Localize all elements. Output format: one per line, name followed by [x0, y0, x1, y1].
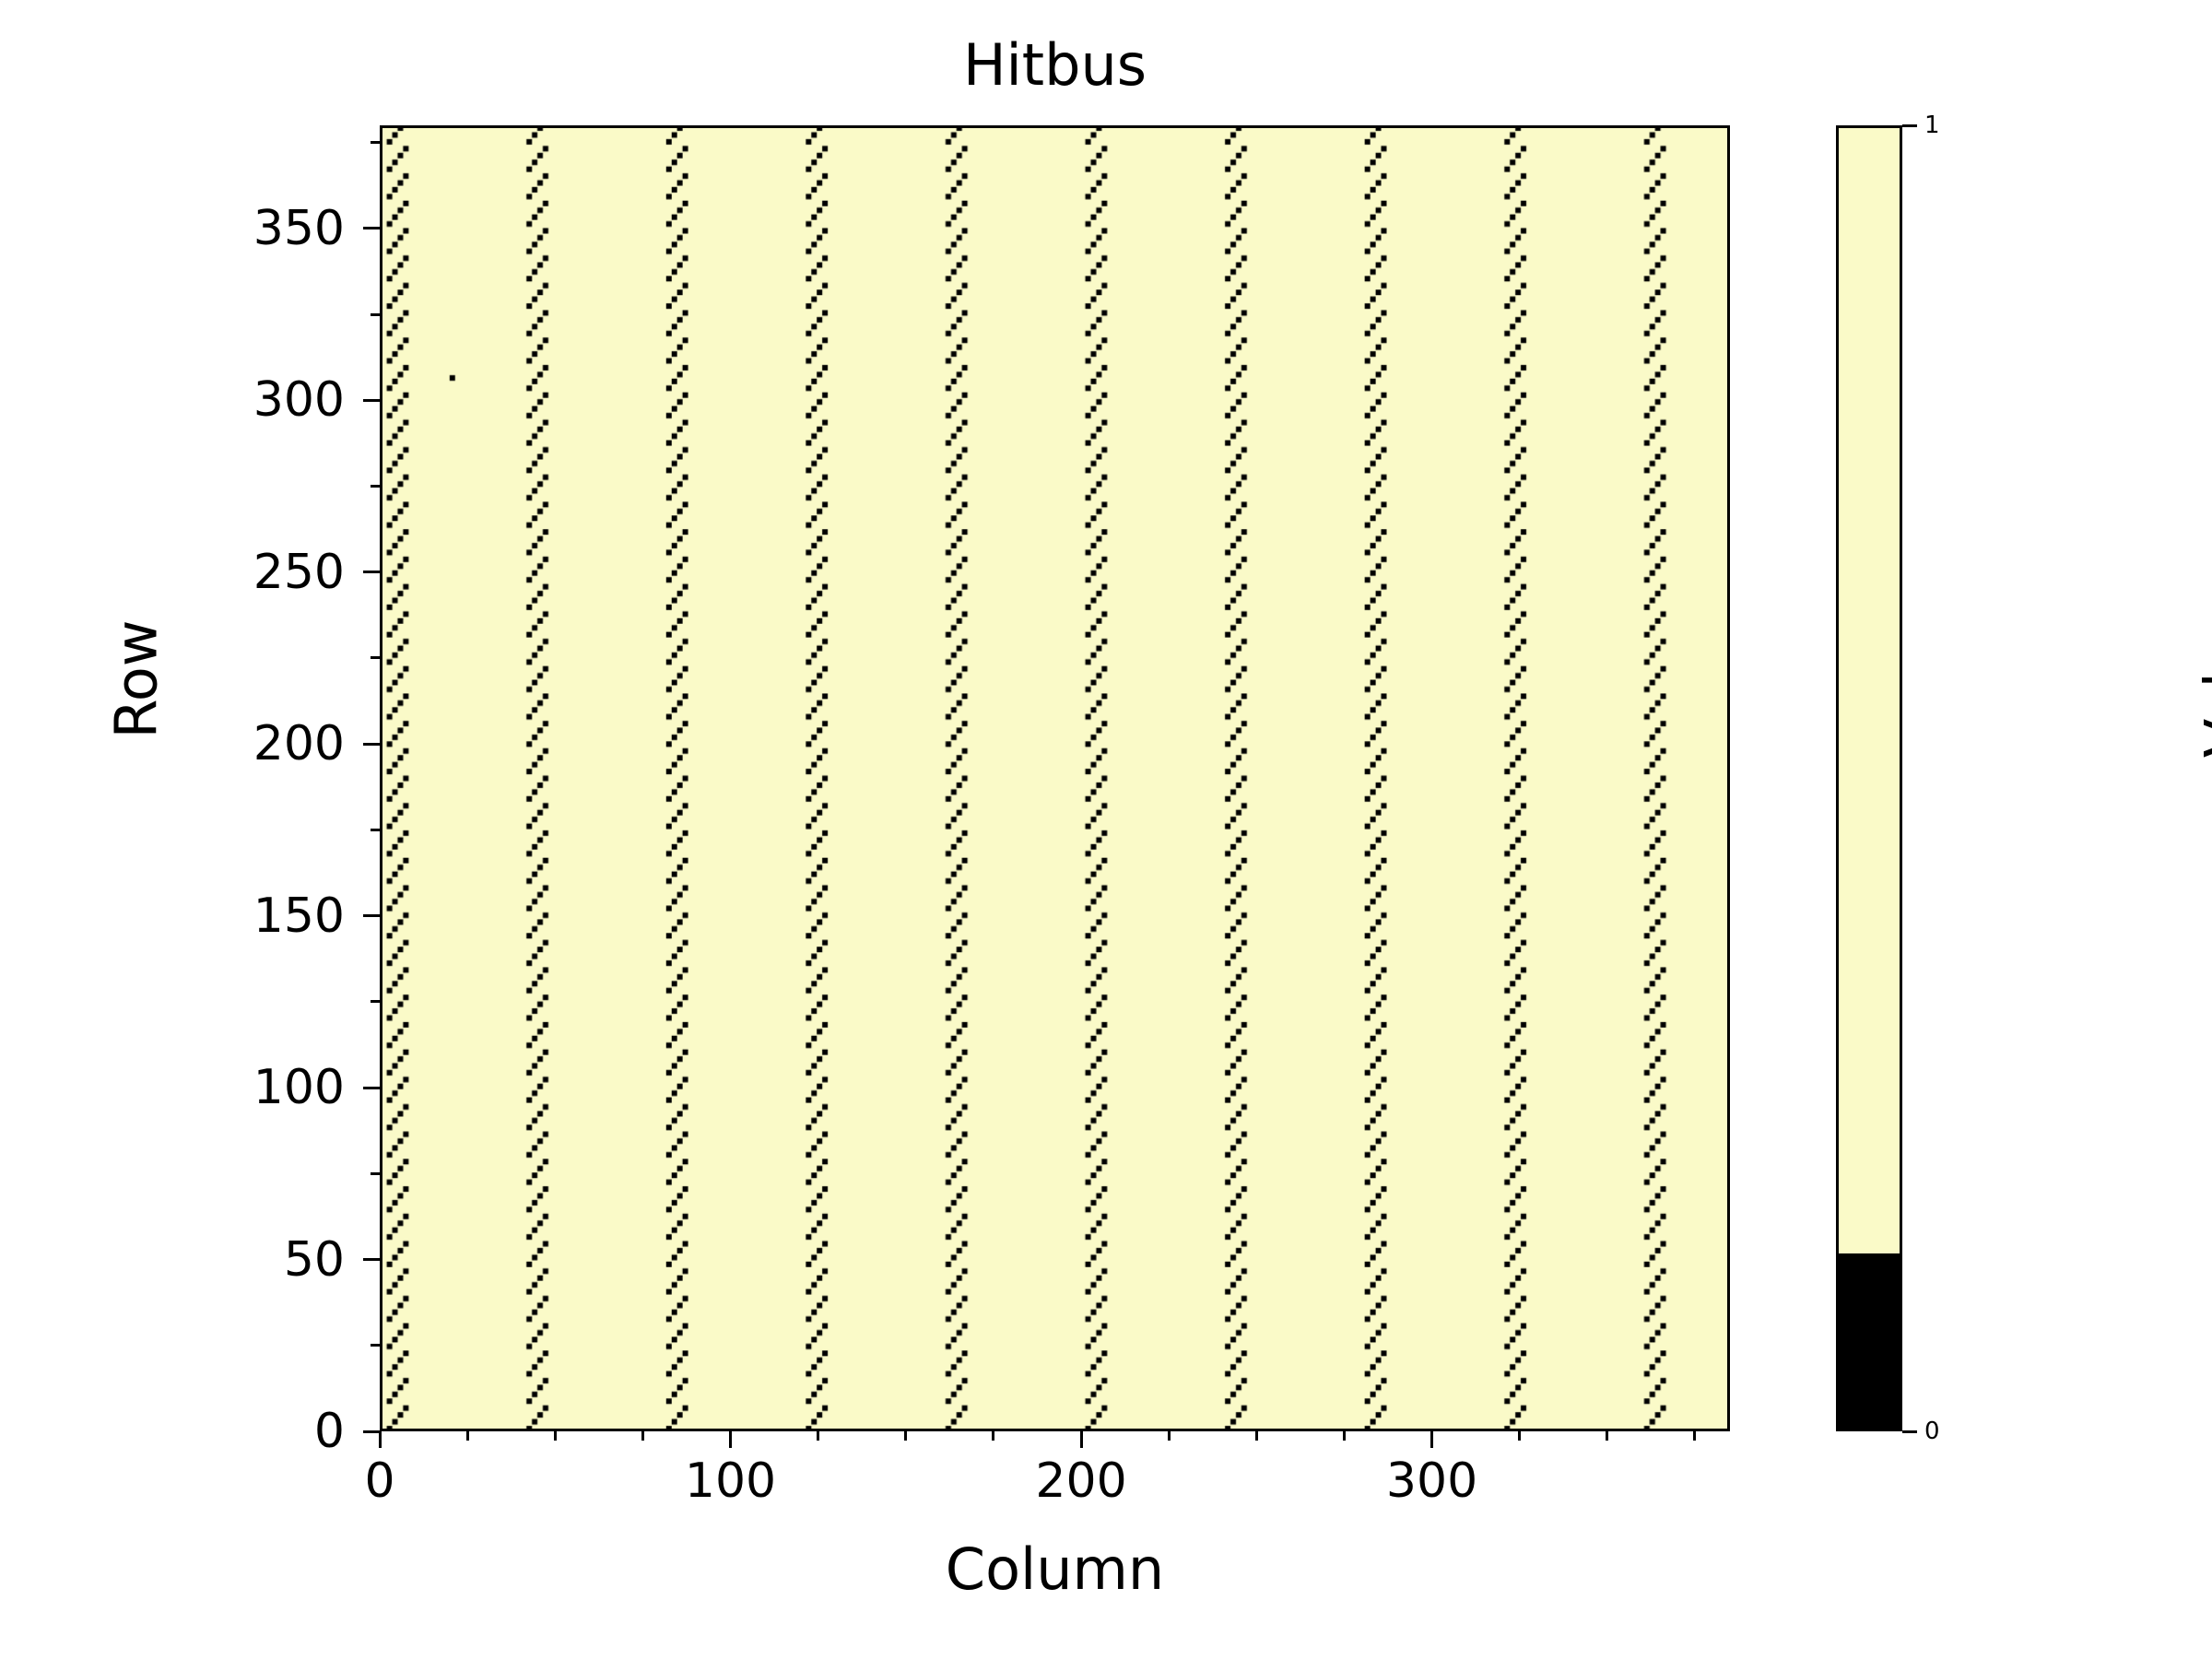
y-tick-minor	[371, 656, 380, 660]
x-tick-major	[729, 1431, 733, 1448]
x-axis-label: Column	[945, 1535, 1165, 1603]
x-tick-minor	[1518, 1431, 1522, 1441]
colorbar-tick-label: 0	[1924, 1418, 1940, 1445]
y-tick-minor	[371, 1344, 380, 1347]
heatmap-axes[interactable]	[380, 125, 1730, 1431]
y-tick-major	[363, 1258, 380, 1262]
y-tick-label: 200	[253, 716, 345, 772]
y-tick-major	[363, 1086, 380, 1089]
y-tick-label: 50	[283, 1231, 345, 1288]
x-tick-minor	[553, 1431, 557, 1441]
colorbar-low-segment	[1839, 1253, 1900, 1429]
colorbar-label: Value	[2192, 600, 2212, 759]
y-tick-major	[363, 1430, 380, 1433]
y-tick-label: 150	[253, 888, 345, 944]
colorbar-tick-label: 1	[1924, 112, 1940, 139]
x-tick-major	[1430, 1431, 1434, 1448]
y-tick-label: 300	[253, 372, 345, 429]
y-tick-major	[363, 398, 380, 402]
x-tick-minor	[641, 1431, 644, 1441]
y-tick-major	[363, 914, 380, 918]
y-tick-major	[363, 742, 380, 746]
y-axis-label: Row	[102, 619, 171, 739]
page-title: Hitbus	[962, 31, 1147, 99]
x-tick-minor	[1693, 1431, 1697, 1441]
x-tick-major	[378, 1431, 382, 1448]
colorbar-tick	[1902, 124, 1917, 127]
x-tick-minor	[1254, 1431, 1258, 1441]
y-tick-minor	[371, 1000, 380, 1004]
y-tick-major	[363, 227, 380, 230]
x-tick-minor	[1342, 1431, 1346, 1441]
heatmap-image	[382, 128, 1727, 1429]
y-tick-minor	[371, 312, 380, 316]
y-tick-label: 350	[253, 200, 345, 256]
y-tick-minor	[371, 1171, 380, 1175]
y-tick-label: 0	[313, 1404, 345, 1459]
y-tick-major	[363, 571, 380, 574]
colorbar[interactable]	[1836, 125, 1902, 1431]
y-tick-minor	[371, 828, 380, 831]
y-tick-minor	[371, 485, 380, 488]
colorbar-tick	[1902, 1430, 1917, 1433]
x-tick-minor	[1606, 1431, 1609, 1441]
x-tick-label: 200	[1035, 1453, 1127, 1509]
x-tick-minor	[904, 1431, 908, 1441]
y-tick-minor	[371, 141, 380, 145]
y-tick-label: 100	[253, 1060, 345, 1116]
x-tick-minor	[992, 1431, 995, 1441]
x-tick-minor	[817, 1431, 820, 1441]
x-tick-label: 300	[1385, 1453, 1478, 1509]
x-tick-major	[1079, 1431, 1083, 1448]
x-tick-label: 100	[684, 1453, 777, 1509]
y-tick-label: 250	[253, 544, 345, 600]
x-tick-label: 0	[364, 1453, 395, 1509]
x-tick-minor	[1167, 1431, 1171, 1441]
x-tick-minor	[465, 1431, 469, 1441]
colorbar-high-segment	[1839, 128, 1900, 1253]
